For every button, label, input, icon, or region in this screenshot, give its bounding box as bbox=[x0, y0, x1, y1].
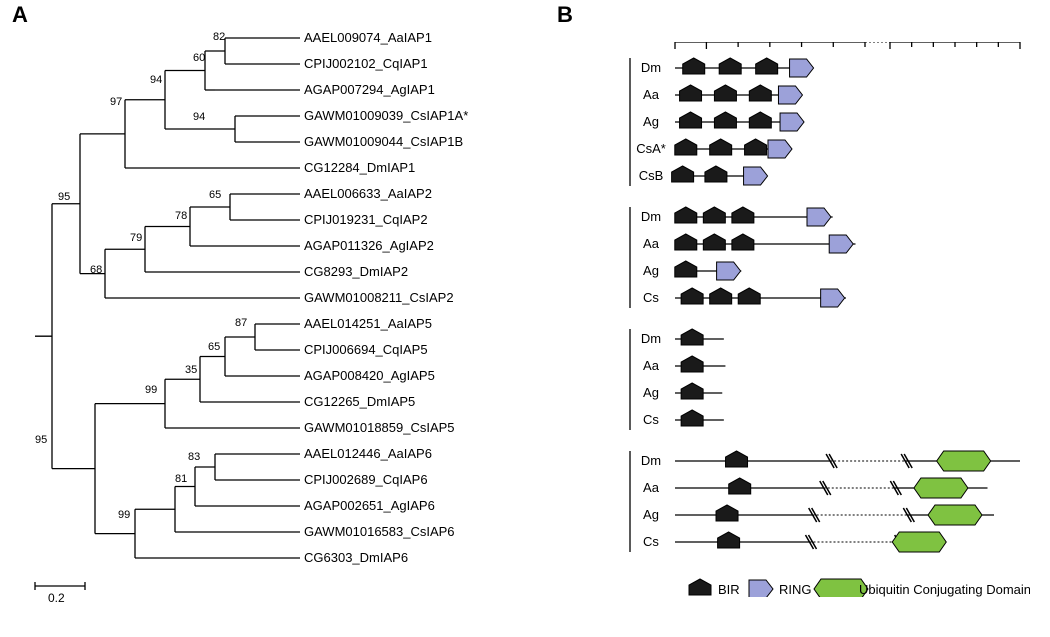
bootstrap-value: 65 bbox=[208, 341, 220, 353]
row-label: Aa bbox=[643, 236, 660, 251]
row-label: CsA* bbox=[636, 141, 666, 156]
tree-tip-label: CG6303_DmIAP6 bbox=[304, 550, 408, 565]
row-label: Ag bbox=[643, 385, 659, 400]
group-label: IAP1 bbox=[620, 106, 624, 139]
row-label: Dm bbox=[641, 60, 661, 75]
bootstrap-value: 68 bbox=[90, 264, 102, 276]
bootstrap-value: 81 bbox=[175, 473, 187, 485]
legend-label: RING bbox=[779, 582, 812, 597]
scale-bar-label: 0.2 bbox=[48, 591, 65, 605]
tree-tip-label: AAEL009074_AaIAP1 bbox=[304, 30, 432, 45]
bootstrap-value: 78 bbox=[175, 210, 187, 222]
tree-tip-label: GAWM01009039_CsIAP1A* bbox=[304, 108, 468, 123]
phylogenetic-tree: AAEL009074_AaIAP1 CPIJ002102_CqIAP1 AGAP00… bbox=[20, 30, 560, 610]
bootstrap-value: 35 bbox=[185, 364, 197, 376]
panel-a-label: A bbox=[12, 2, 28, 28]
tree-tip-label: GAWM01008211_CsIAP2 bbox=[304, 290, 454, 305]
tree-tip-label: CG8293_DmIAP2 bbox=[304, 264, 408, 279]
panel-a: A AAEL009074_AaIAP1CPIJ002102_CqIAP1AGAP… bbox=[20, 10, 560, 610]
tree-tip-label: CG12265_DmIAP5 bbox=[304, 394, 415, 409]
bootstrap-value: 65 bbox=[209, 189, 221, 201]
bootstrap-value: 83 bbox=[188, 451, 200, 463]
row-label: Dm bbox=[641, 331, 661, 346]
bootstrap-value: 60 bbox=[193, 52, 205, 64]
row-label: CsB bbox=[639, 168, 664, 183]
group-label: IAP2 bbox=[620, 241, 624, 274]
panel-b-label: B bbox=[557, 2, 573, 28]
bootstrap-value: 94 bbox=[150, 74, 162, 86]
row-label: Ag bbox=[643, 114, 659, 129]
row-label: Aa bbox=[643, 480, 660, 495]
legend-label: BIR bbox=[718, 582, 740, 597]
panel-b: B 110043004900[AA]DmAaAgCsA*CsBIAP1DmAaA… bbox=[565, 10, 1035, 610]
tree-tip-label: AGAP007294_AgIAP1 bbox=[304, 82, 435, 97]
bootstrap-value: 97 bbox=[110, 96, 122, 108]
row-label: Ag bbox=[643, 263, 659, 278]
tree-tip-label: AGAP002651_AgIAP6 bbox=[304, 498, 435, 513]
row-label: Ag bbox=[643, 507, 659, 522]
tree-tip-label: CG12284_DmIAP1 bbox=[304, 160, 415, 175]
row-label: Aa bbox=[643, 358, 660, 373]
tree-tip-label: CPIJ002102_CqIAP1 bbox=[304, 56, 428, 71]
bootstrap-value: 95 bbox=[58, 191, 70, 203]
legend-label: Ubiquitin Conjugating Domain bbox=[859, 582, 1030, 597]
bootstrap-value: 95 bbox=[35, 434, 47, 446]
group-label: IAP6 bbox=[620, 485, 624, 518]
tree-tip-label: CPIJ019231_CqIAP2 bbox=[304, 212, 428, 227]
tree-tip-label: AGAP011326_AgIAP2 bbox=[304, 238, 434, 253]
tree-tip-label: GAWM01016583_CsIAP6 bbox=[304, 524, 455, 539]
bootstrap-value: 82 bbox=[213, 31, 225, 43]
tree-tip-label: GAWM01009044_CsIAP1B bbox=[304, 134, 463, 149]
domain-diagram: 110043004900[AA]DmAaAgCsA*CsBIAP1DmAaAgC… bbox=[620, 42, 1030, 597]
tree-tip-label: AAEL012446_AaIAP6 bbox=[304, 446, 432, 461]
row-label: Cs bbox=[643, 534, 659, 549]
row-label: Cs bbox=[643, 290, 659, 305]
tree-tip-label: AAEL006633_AaIAP2 bbox=[304, 186, 432, 201]
group-label: IAP5 bbox=[620, 363, 624, 396]
bootstrap-value: 99 bbox=[145, 384, 157, 396]
row-label: Cs bbox=[643, 412, 659, 427]
row-label: Dm bbox=[641, 453, 661, 468]
bootstrap-value: 87 bbox=[235, 317, 247, 329]
bootstrap-value: 94 bbox=[193, 111, 205, 123]
bootstrap-value: 99 bbox=[118, 509, 130, 521]
tree-tip-label: AGAP008420_AgIAP5 bbox=[304, 368, 435, 383]
row-label: Dm bbox=[641, 209, 661, 224]
tree-tip-label: GAWM01018859_CsIAP5 bbox=[304, 420, 455, 435]
bootstrap-value: 79 bbox=[130, 232, 142, 244]
row-label: Aa bbox=[643, 87, 660, 102]
tree-tip-label: CPIJ006694_CqIAP5 bbox=[304, 342, 428, 357]
tree-tip-label: AAEL014251_AaIAP5 bbox=[304, 316, 432, 331]
tree-tip-label: CPIJ002689_CqIAP6 bbox=[304, 472, 428, 487]
